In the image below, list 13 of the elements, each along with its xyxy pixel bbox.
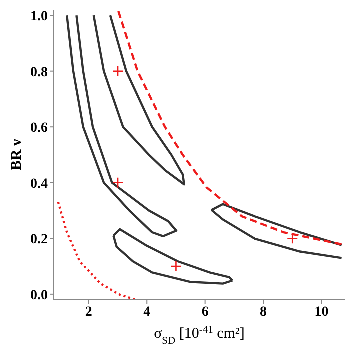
x-tick-label: 2 bbox=[85, 304, 92, 320]
x-tick-label: 6 bbox=[202, 304, 209, 320]
x-tick-label: 10 bbox=[314, 304, 329, 320]
y-axis-title: BR ν bbox=[9, 139, 25, 171]
y-tick-label: 1.0 bbox=[30, 10, 48, 25]
y-tick-label: 0.6 bbox=[30, 121, 48, 136]
y-tick-label: 0.0 bbox=[30, 288, 48, 304]
y-tick-label: 0.2 bbox=[30, 232, 48, 248]
y-tick-label: 0.8 bbox=[30, 65, 48, 80]
x-tick-label: 4 bbox=[144, 304, 151, 320]
y-tick-label: 0.4 bbox=[30, 176, 48, 192]
x-axis-title: σ$_{SD}$ [10$^{-41}$ cm²] bbox=[154, 324, 245, 346]
x-tick-label: 8 bbox=[260, 304, 268, 320]
